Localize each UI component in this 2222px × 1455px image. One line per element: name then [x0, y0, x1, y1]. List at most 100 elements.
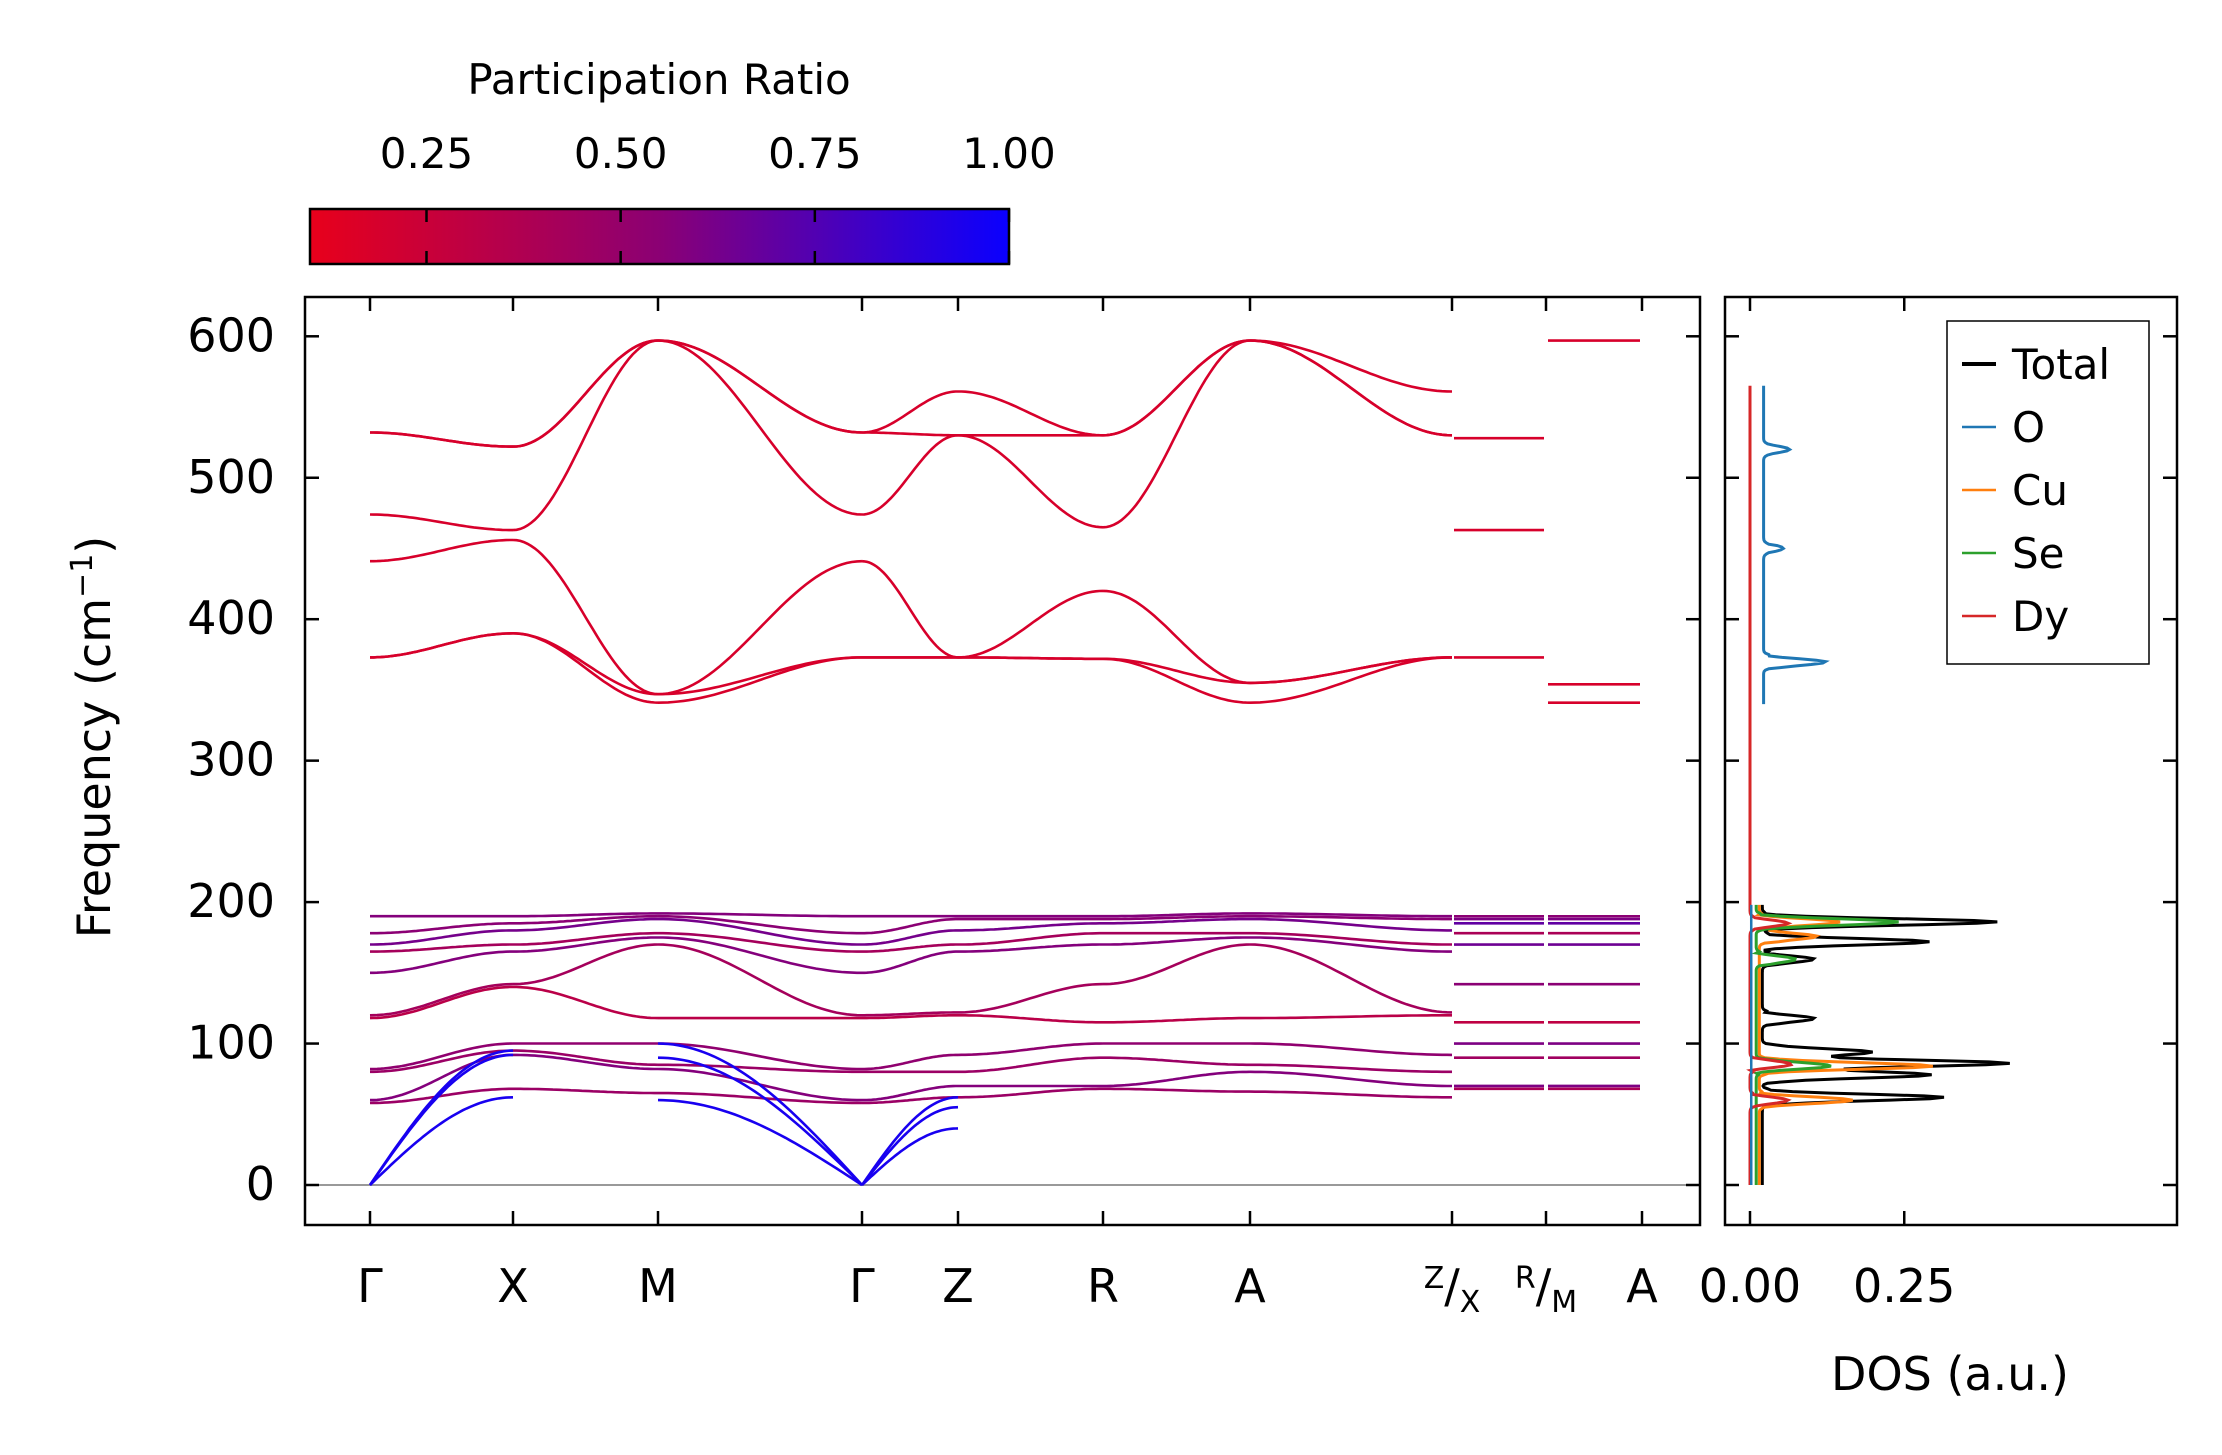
acoustic-band [369, 1087, 513, 1105]
acoustic-band [1103, 1056, 1250, 1067]
acoustic-band [958, 943, 1103, 953]
acoustic-band [658, 917, 862, 946]
acoustic-band [958, 1056, 1103, 1074]
optical-band [1102, 339, 1251, 529]
acoustic-band [513, 912, 658, 918]
optical-band [1103, 657, 1251, 685]
optical-band [657, 339, 863, 516]
acoustic-band [513, 1053, 658, 1071]
acoustic-band [1250, 1063, 1452, 1074]
acoustic-band [1250, 931, 1452, 946]
acoustic-band [658, 912, 862, 918]
acoustic-band [1103, 917, 1250, 925]
x-tick-label-slash: / [1536, 1259, 1552, 1313]
acoustic-band [370, 1049, 514, 1074]
legend-items: Total O Cu Se Dy [1962, 340, 2110, 641]
acoustic-band [958, 1013, 1103, 1024]
acoustic-band [1250, 914, 1452, 921]
colorbar-tick-label: 1.00 [962, 129, 1056, 178]
acoustic-band [862, 950, 958, 975]
optical-band [657, 656, 862, 696]
colorbar-title: Participation Ratio [467, 55, 850, 104]
optical-band [657, 656, 863, 704]
optical-band [958, 656, 1103, 661]
colorbar-tick-label: 0.75 [768, 129, 862, 178]
acoustic-band [370, 1053, 513, 1102]
optical-band [1249, 656, 1452, 685]
optical-band [512, 632, 659, 696]
acoustic-band [370, 943, 513, 953]
acoustic-band [1103, 914, 1250, 921]
acoustic-band [513, 943, 659, 986]
optical-band [861, 559, 959, 659]
colorbar-ticks: 0.25 0.50 0.75 1.00 [380, 129, 1056, 264]
legend-label: Se [2012, 529, 2065, 578]
optical-band [957, 434, 1104, 529]
acoustic-band [370, 921, 513, 935]
optical-band [370, 431, 513, 448]
optical-band [1102, 339, 1251, 437]
acoustic-band [1249, 1070, 1452, 1088]
optical-band [1249, 656, 1453, 704]
acoustic-band [1250, 1013, 1452, 1020]
colorbar-gradient [308, 207, 1011, 266]
optical-band [369, 513, 513, 532]
acoustic-band [370, 929, 513, 946]
acoustic-band [658, 1063, 862, 1074]
optical-band [957, 589, 1104, 659]
acoustic-band [658, 936, 862, 975]
acoustic-band [658, 1091, 863, 1105]
acoustic-band [862, 1013, 958, 1020]
acoustic-band [1250, 917, 1452, 932]
legend-frame [1946, 320, 2150, 665]
acoustic-band [1250, 912, 1452, 918]
acoustic-band [862, 929, 958, 946]
y-tick-label: 600 [187, 308, 275, 362]
dos-x-tick-label: 0.25 [1853, 1259, 1955, 1313]
acoustic-band [370, 950, 513, 975]
x-tick-label-sup: Z [1424, 1261, 1445, 1296]
colorbar: Participation Ratio 0.25 0.50 0.75 1.00 [308, 55, 1056, 266]
optical-band [512, 339, 659, 532]
acoustic-band [862, 1053, 958, 1071]
acoustic-band [1103, 943, 1251, 986]
acoustic-band [862, 917, 958, 935]
legend-label: Cu [2012, 466, 2068, 515]
dos-curve-o [1762, 385, 1830, 705]
colorbar-tick-label: 0.25 [380, 129, 474, 178]
y-tick-label: 0 [246, 1157, 275, 1211]
optical-band [862, 431, 958, 437]
optical-band [657, 339, 863, 434]
acoustic-band [957, 1042, 1104, 1057]
acoustic-branch [657, 1056, 863, 1186]
acoustic-band [658, 931, 862, 953]
y-tick-label: 200 [187, 874, 275, 928]
acoustic-band [862, 1096, 958, 1105]
legend-label: Dy [2012, 592, 2069, 641]
optical-band [512, 339, 659, 448]
x-tick-label: X [497, 1259, 529, 1313]
ylabel-main: Frequency (cm [67, 598, 121, 938]
acoustic-band [513, 1087, 658, 1095]
dos-x-tick-label: 0.00 [1699, 1259, 1801, 1313]
ylabel-sup: −1 [65, 554, 100, 598]
acoustic-band [1103, 912, 1250, 918]
acoustic-band [1103, 1016, 1250, 1024]
acoustic-band [1103, 1087, 1250, 1093]
x-tick-label: A [1234, 1259, 1266, 1313]
optical-band [512, 632, 659, 704]
y-tick-label: 100 [187, 1016, 275, 1070]
dos-curve-total [1756, 904, 2010, 1185]
acoustic-band [657, 943, 863, 1017]
ylabel-close: ) [67, 536, 121, 554]
acoustic-branch [657, 1098, 863, 1187]
acoustic-band [958, 921, 1103, 932]
x-tick-label-slash: / [1444, 1259, 1460, 1313]
acoustic-band [862, 1011, 958, 1017]
x-tick-label: M [638, 1259, 678, 1313]
acoustic-band [862, 943, 958, 953]
acoustic-band [862, 1084, 958, 1102]
dos-x-axis-label: DOS (a.u.) [1831, 1347, 2069, 1401]
x-tick-label: Z/X [1424, 1259, 1481, 1320]
